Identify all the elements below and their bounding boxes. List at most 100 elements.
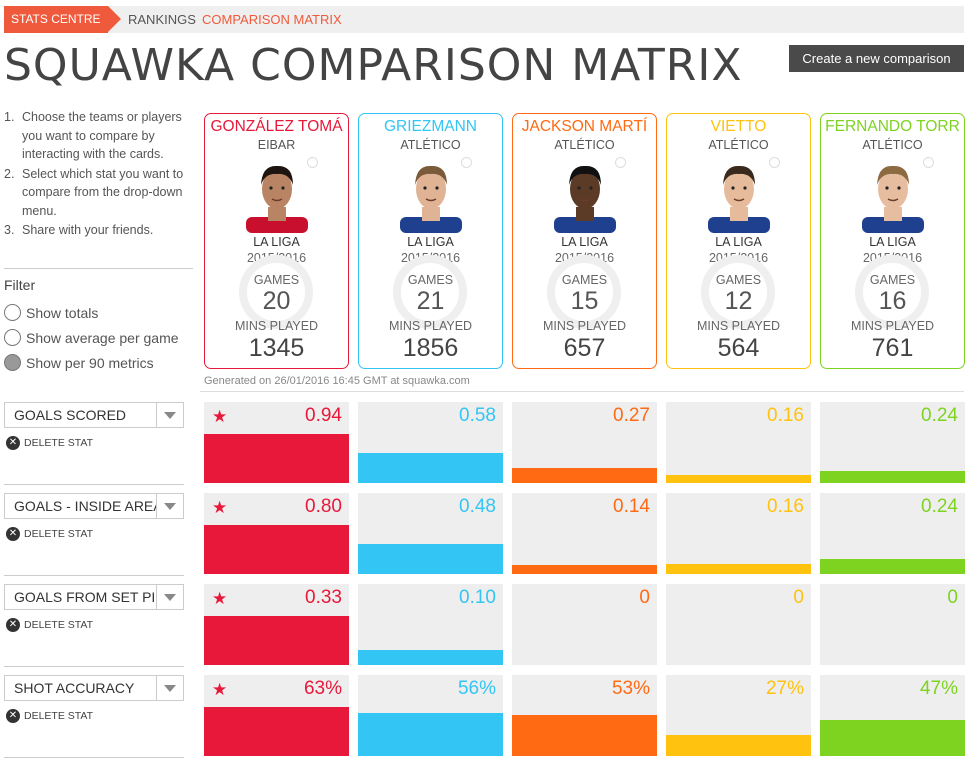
player-name: VIETTO xyxy=(710,118,767,135)
breadcrumb-comparison-matrix[interactable]: COMPARISON MATRIX xyxy=(202,12,342,27)
stat-dropdown[interactable]: SHOT ACCURACY xyxy=(4,675,184,701)
stat-cell: 0.24 xyxy=(820,402,965,483)
stat-bar xyxy=(666,735,811,756)
filter-option-per-90[interactable]: Show per 90 metrics xyxy=(4,354,154,371)
breadcrumb-stats-centre[interactable]: STATS CENTRE xyxy=(4,6,121,33)
player-team: ATLÉTICO xyxy=(862,138,923,152)
close-icon: ✕ xyxy=(6,618,20,632)
games-label: GAMES xyxy=(407,273,454,287)
chevron-down-icon[interactable] xyxy=(156,403,183,427)
player-photo xyxy=(550,157,620,233)
card-toggle-icon[interactable] xyxy=(307,157,318,168)
stat-dropdown-value: GOALS FROM SET PIECES xyxy=(14,589,156,605)
stat-value: 0.14 xyxy=(613,496,650,517)
stat-cell: 0 xyxy=(512,584,657,665)
player-card[interactable]: JACKSON MARTÍ ATLÉTICO LA LIGA 2015/2016… xyxy=(512,113,657,369)
stat-cell: 0.16 xyxy=(666,493,811,574)
stat-value: 0.16 xyxy=(767,405,804,426)
league-name: LA LIGA xyxy=(407,235,454,249)
card-toggle-icon[interactable] xyxy=(461,157,472,168)
games-value: 12 xyxy=(724,287,753,315)
stat-value: 0.27 xyxy=(613,405,650,426)
stat-value: 63% xyxy=(303,678,342,699)
stat-cell: 47% xyxy=(820,675,965,756)
delete-stat-button[interactable]: ✕ DELETE STAT xyxy=(6,709,93,723)
stat-value: 47% xyxy=(919,678,958,699)
mins-played-label: MINS PLAYED xyxy=(696,319,781,333)
mins-played-label: MINS PLAYED xyxy=(542,319,627,333)
mins-played-value: 761 xyxy=(871,334,914,362)
instructions-list: 1. Choose the teams or players you want t… xyxy=(4,108,194,241)
page-title: SQUAWKA COMPARISON MATRIX xyxy=(4,40,743,91)
stat-cell: 27% xyxy=(666,675,811,756)
player-photo xyxy=(704,157,774,233)
mins-played-label: MINS PLAYED xyxy=(388,319,473,333)
stat-dropdown[interactable]: GOALS - INSIDE AREA xyxy=(4,493,184,519)
stat-value: 0.48 xyxy=(459,496,496,517)
stat-cell: ★ 0.94 xyxy=(204,402,349,483)
player-team: EIBAR xyxy=(257,138,296,152)
stat-bar xyxy=(666,564,811,574)
player-team: ATLÉTICO xyxy=(400,138,461,152)
stat-dropdown-value: GOALS SCORED xyxy=(14,407,127,423)
stat-bar xyxy=(204,434,349,483)
games-label: GAMES xyxy=(869,273,916,287)
instruction-text: Choose the teams or players you want to … xyxy=(22,110,182,161)
chevron-down-icon[interactable] xyxy=(156,494,183,518)
player-name: FERNANDO TORR xyxy=(825,118,960,135)
chevron-down-icon[interactable] xyxy=(156,676,183,700)
card-toggle-icon[interactable] xyxy=(615,157,626,168)
filter-title: Filter xyxy=(4,277,36,293)
breadcrumb-rankings[interactable]: RANKINGS xyxy=(128,12,196,27)
create-new-comparison-button[interactable]: Create a new comparison xyxy=(789,45,964,72)
radio-button-selected[interactable] xyxy=(4,354,21,371)
mins-played-value: 564 xyxy=(717,334,760,362)
card-toggle-icon[interactable] xyxy=(769,157,780,168)
delete-stat-button[interactable]: ✕ DELETE STAT xyxy=(6,618,93,632)
stat-value: 0.58 xyxy=(459,405,496,426)
delete-stat-button[interactable]: ✕ DELETE STAT xyxy=(6,436,93,450)
stat-dropdown[interactable]: GOALS FROM SET PIECES xyxy=(4,584,184,610)
player-card[interactable]: GRIEZMANN ATLÉTICO LA LIGA 2015/2016 GAM… xyxy=(358,113,503,369)
radio-button[interactable] xyxy=(4,304,21,321)
divider xyxy=(4,757,184,758)
close-icon: ✕ xyxy=(6,436,20,450)
stat-value: 0.80 xyxy=(305,496,342,517)
stat-value: 0 xyxy=(947,587,958,608)
filter-option-label: Show average per game xyxy=(26,329,179,346)
stat-cell: 0.58 xyxy=(358,402,503,483)
close-icon: ✕ xyxy=(6,527,20,541)
generated-timestamp: Generated on 26/01/2016 16:45 GMT at squ… xyxy=(204,375,470,387)
player-photo xyxy=(396,157,466,233)
stat-bar xyxy=(358,544,503,574)
stat-cell: ★ 63% xyxy=(204,675,349,756)
stat-cell: 0.24 xyxy=(820,493,965,574)
close-icon: ✕ xyxy=(6,709,20,723)
filter-option-totals[interactable]: Show totals xyxy=(4,304,98,321)
player-team: ATLÉTICO xyxy=(554,138,615,152)
player-card[interactable]: FERNANDO TORR ATLÉTICO LA LIGA 2015/2016… xyxy=(820,113,965,369)
delete-stat-label: DELETE STAT xyxy=(24,437,94,449)
radio-button[interactable] xyxy=(4,329,21,346)
player-card[interactable]: GONZÁLEZ TOMÁ EIBAR LA LIGA 2015/2016 GA… xyxy=(204,113,349,369)
instruction-text: Share with your friends. xyxy=(22,223,154,237)
stat-value: 0.24 xyxy=(921,496,958,517)
mins-played-value: 657 xyxy=(563,334,606,362)
instruction-item: 2. Select which stat you want to compare … xyxy=(4,165,194,221)
instruction-text: Select which stat you want to compare fr… xyxy=(22,166,184,218)
stat-bar xyxy=(666,475,811,483)
stat-bar xyxy=(358,713,503,756)
stat-cell: 0.27 xyxy=(512,402,657,483)
mins-played-label: MINS PLAYED xyxy=(850,319,935,333)
league-name: LA LIGA xyxy=(561,235,608,249)
stat-dropdown[interactable]: GOALS SCORED xyxy=(4,402,184,428)
stat-cell: ★ 0.80 xyxy=(204,493,349,574)
filter-option-average-per-game[interactable]: Show average per game xyxy=(4,329,179,346)
player-card[interactable]: VIETTO ATLÉTICO LA LIGA 2015/2016 GAMES … xyxy=(666,113,811,369)
card-toggle-icon[interactable] xyxy=(923,157,934,168)
chevron-down-icon[interactable] xyxy=(156,585,183,609)
stat-value: 0 xyxy=(793,587,804,608)
stat-value: 0.94 xyxy=(305,405,342,426)
stat-bar xyxy=(204,707,349,756)
delete-stat-button[interactable]: ✕ DELETE STAT xyxy=(6,527,93,541)
